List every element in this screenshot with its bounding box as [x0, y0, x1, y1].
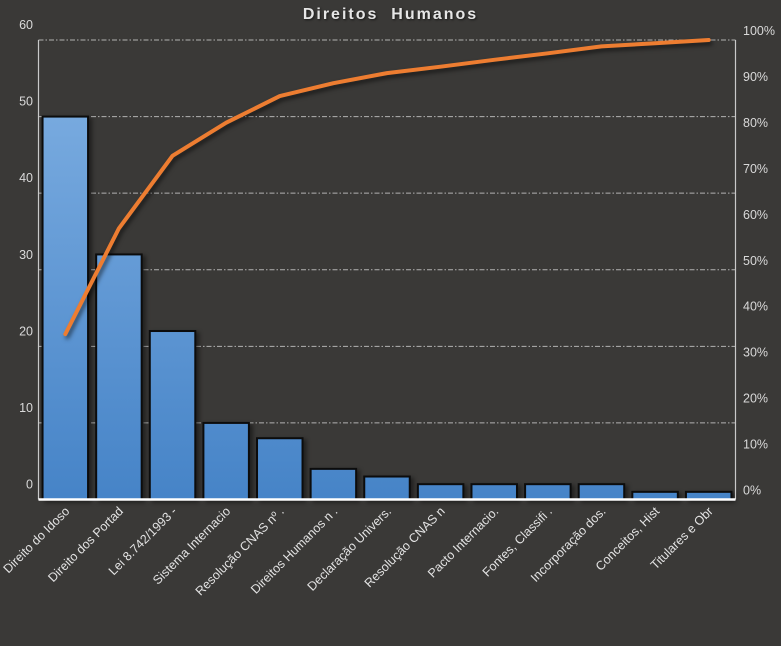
left-axis-tick: 0 — [26, 478, 33, 492]
right-axis-tick: 10% — [743, 438, 768, 452]
right-axis-tick: 60% — [743, 208, 768, 222]
bar-2 — [95, 253, 143, 501]
bar-6 — [309, 467, 358, 501]
bar-4 — [202, 421, 250, 501]
bar-10 — [524, 483, 572, 501]
right-axis-tick: 20% — [743, 392, 768, 406]
right-axis-tick: 90% — [743, 70, 768, 84]
bar-11 — [577, 483, 626, 501]
left-axis-tick: 20 — [19, 324, 33, 338]
right-axis-tick: 80% — [743, 116, 768, 130]
right-axis-tick: 30% — [743, 346, 768, 360]
category-label: Resolução CNAS nº . — [193, 504, 287, 598]
left-axis-tick: 10 — [19, 401, 33, 415]
right-axis-tick: 70% — [743, 162, 768, 176]
left-axis-tick: 40 — [19, 171, 33, 185]
right-axis-tick: 100% — [743, 24, 775, 38]
left-axis-tick: 60 — [19, 18, 33, 32]
bar-9 — [470, 483, 518, 501]
right-axis-tick: 40% — [743, 300, 768, 314]
bar-7 — [363, 475, 411, 501]
bar-3 — [148, 330, 197, 501]
right-axis-tick: 50% — [743, 254, 768, 268]
left-axis-tick: 30 — [19, 248, 33, 262]
cumulative-line — [63, 38, 711, 337]
left-axis-tick: 50 — [19, 95, 33, 109]
right-axis-tick: 0% — [743, 484, 761, 498]
bar-8 — [416, 483, 465, 501]
bar-5 — [256, 437, 304, 501]
bar-1 — [41, 115, 90, 501]
chart-title: Direitos Humanos — [302, 6, 479, 23]
